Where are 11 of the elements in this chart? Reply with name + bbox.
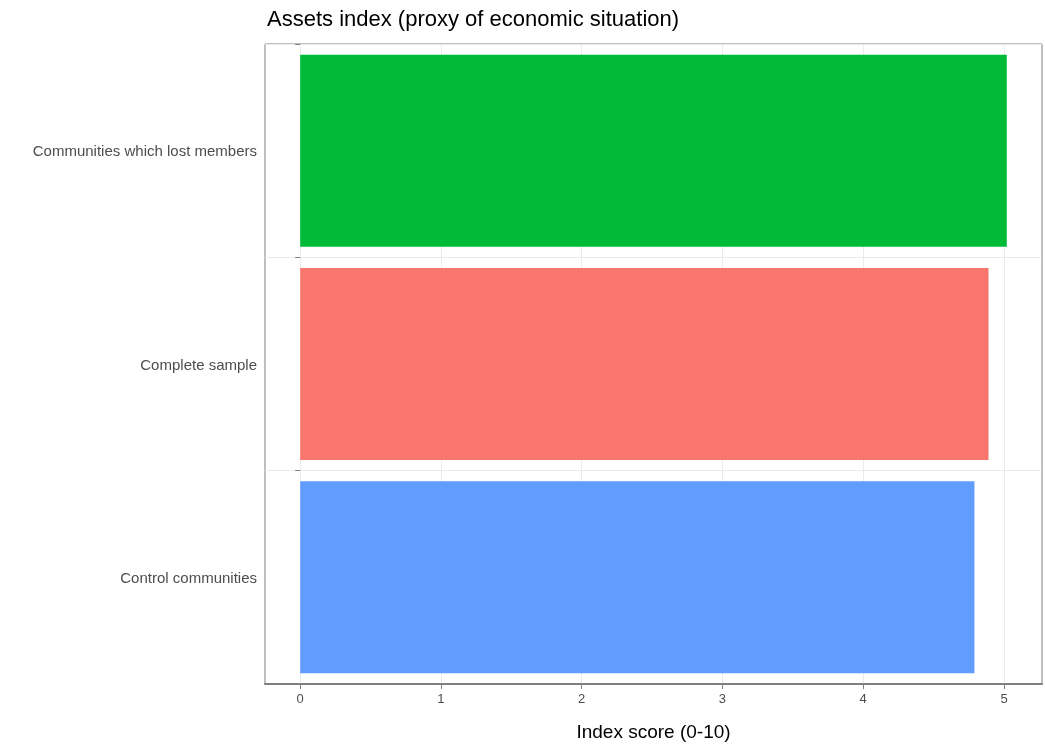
y-tick-label: Complete sample bbox=[140, 355, 257, 373]
x-axis-title: Index score (0-10) bbox=[576, 721, 731, 742]
x-tick-label: 4 bbox=[859, 691, 867, 706]
y-tick-label: Communities which lost members bbox=[32, 142, 257, 160]
x-tick-label: 5 bbox=[1000, 691, 1008, 706]
x-tick-label: 1 bbox=[437, 691, 445, 706]
x-tick-label: 0 bbox=[296, 691, 304, 706]
y-tick-label: Control communities bbox=[120, 568, 257, 586]
x-tick-label: 3 bbox=[718, 691, 727, 706]
x-tick-label: 2 bbox=[578, 691, 586, 706]
chart-title: Assets index (proxy of economic situation) bbox=[267, 5, 680, 31]
